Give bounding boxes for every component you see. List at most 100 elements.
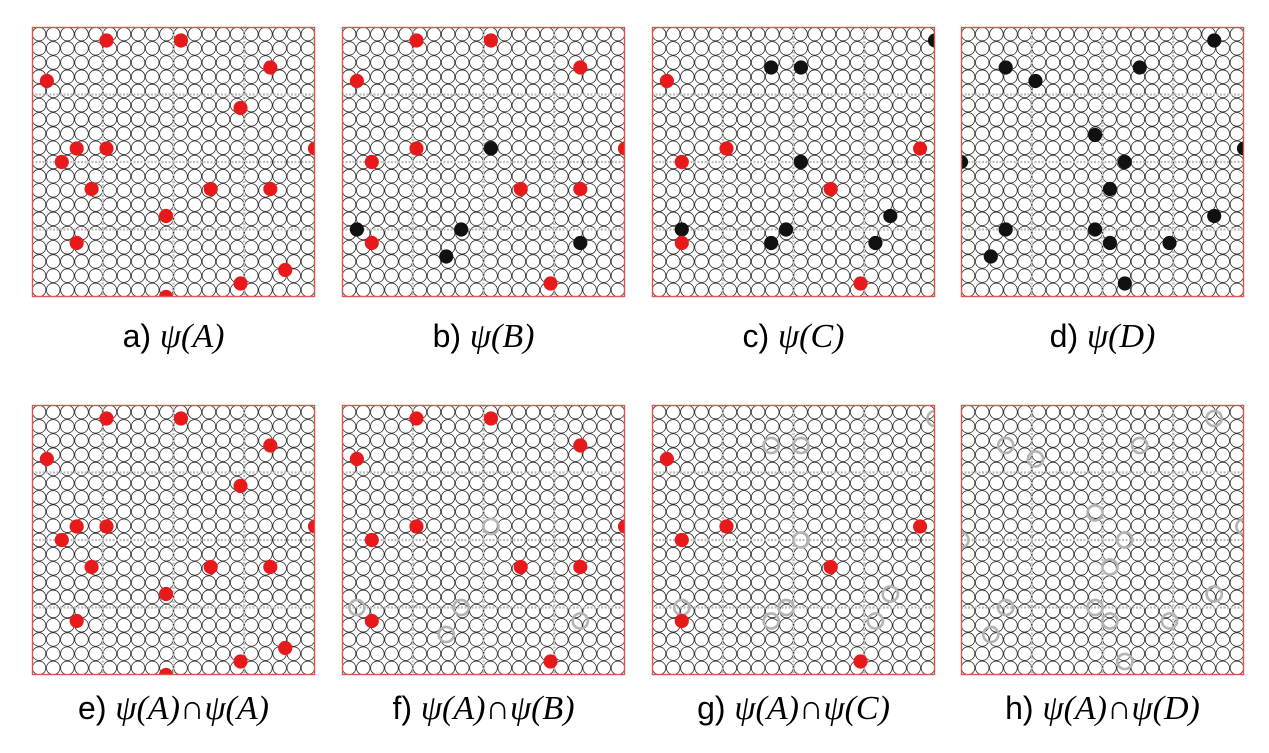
gray-dot: [981, 625, 1000, 644]
black-dot: [483, 141, 499, 156]
gray-dot: [1205, 409, 1224, 428]
gray-dot: [482, 517, 500, 536]
red-dot: [659, 73, 674, 89]
red-dot: [409, 141, 424, 156]
gray-dot: [1130, 436, 1149, 455]
red-dot: [39, 73, 54, 89]
gray-dot: [777, 598, 795, 617]
caption-b: b) ψ(B): [334, 318, 634, 356]
red-dot: [39, 451, 54, 467]
red-dot: [263, 60, 278, 75]
black-dot: [764, 60, 779, 75]
caption-formula: ψ(A)∩ψ(A): [115, 690, 269, 727]
red-dot: [674, 154, 689, 170]
black-dot: [349, 222, 364, 237]
red-dot: [409, 33, 424, 48]
panel-g: [651, 404, 936, 676]
panel-f: [341, 404, 626, 676]
red-dot: [278, 640, 293, 656]
gray-dot: [961, 531, 970, 549]
panel-e: [31, 404, 316, 676]
panel-h: [960, 404, 1245, 676]
red-dot: [173, 411, 189, 426]
circle-grid: [32, 27, 315, 297]
red-dot: [674, 532, 689, 548]
red-dot: [84, 181, 99, 197]
red-dot: [158, 667, 174, 675]
red-dot: [233, 654, 248, 669]
black-dot: [1236, 141, 1244, 156]
red-dot: [674, 613, 689, 629]
red-dot: [719, 141, 734, 156]
caption-formula: ψ(B): [469, 318, 535, 355]
black-dot: [1117, 154, 1132, 170]
panel-border: [651, 404, 936, 676]
red-dot: [99, 519, 114, 534]
black-dot: [1117, 276, 1132, 291]
gray-dot: [1101, 558, 1119, 576]
red-dot: [99, 33, 114, 48]
gray-dot: [1026, 450, 1045, 468]
red-dot: [913, 141, 928, 156]
caption-label: c): [742, 318, 779, 354]
red-dot: [158, 289, 174, 297]
gray-dot: [437, 625, 456, 644]
red-dot: [99, 141, 114, 156]
black-dot: [998, 60, 1013, 75]
red-dot: [233, 478, 248, 494]
panel-a: [31, 26, 316, 298]
red-dot: [659, 451, 674, 467]
panel-c: [651, 26, 936, 298]
red-dot: [409, 519, 424, 534]
caption-formula: ψ(A)∩ψ(B): [420, 690, 575, 727]
gray-dot: [1101, 612, 1119, 630]
black-dot: [883, 208, 898, 224]
gray-dot: [762, 436, 781, 455]
caption-formula: ψ(A)∩ψ(D): [1042, 690, 1200, 727]
guide-lines: [342, 405, 625, 675]
black-dot: [1102, 235, 1118, 251]
red-dot: [573, 181, 588, 197]
black-dot: [793, 154, 809, 170]
panel-border: [31, 26, 316, 298]
red-dot: [573, 559, 588, 575]
caption-c: c) ψ(C): [644, 318, 944, 356]
red-dot: [69, 613, 84, 629]
caption-h: h) ψ(A)∩ψ(D): [953, 690, 1253, 728]
red-dot: [84, 559, 99, 575]
caption-label: g): [697, 690, 735, 726]
red-dot: [99, 411, 114, 426]
red-dot: [617, 141, 625, 156]
gray-dot: [348, 598, 366, 617]
gray-dot: [1115, 652, 1134, 671]
gray-dot: [762, 612, 781, 630]
panel-b: [341, 26, 626, 298]
caption-f: f) ψ(A)∩ψ(B): [334, 690, 634, 728]
guide-lines: [961, 27, 1244, 297]
red-dot: [158, 586, 174, 602]
red-dot: [278, 262, 293, 278]
gray-dot: [881, 585, 900, 603]
gray-dot: [792, 531, 810, 549]
red-dot: [263, 438, 278, 453]
circle-grid: [342, 405, 625, 675]
gray-dot: [996, 598, 1015, 617]
red-dot: [263, 559, 278, 575]
black-dot: [793, 60, 809, 75]
black-dot: [454, 222, 469, 237]
gray-dot: [452, 598, 471, 617]
caption-a: a) ψ(A): [24, 318, 324, 356]
panel-border: [651, 26, 936, 298]
caption-formula: ψ(A): [159, 318, 225, 355]
black-dot: [764, 235, 779, 251]
red-dot: [573, 438, 588, 453]
caption-formula: ψ(D): [1087, 318, 1156, 355]
red-dot: [158, 208, 174, 224]
red-dot: [173, 33, 189, 48]
red-dot: [853, 276, 868, 291]
panel-border: [31, 404, 316, 676]
gray-dot: [792, 436, 810, 455]
red-dot: [54, 154, 69, 170]
gray-dot: [1115, 531, 1134, 549]
panel-border: [341, 26, 626, 298]
